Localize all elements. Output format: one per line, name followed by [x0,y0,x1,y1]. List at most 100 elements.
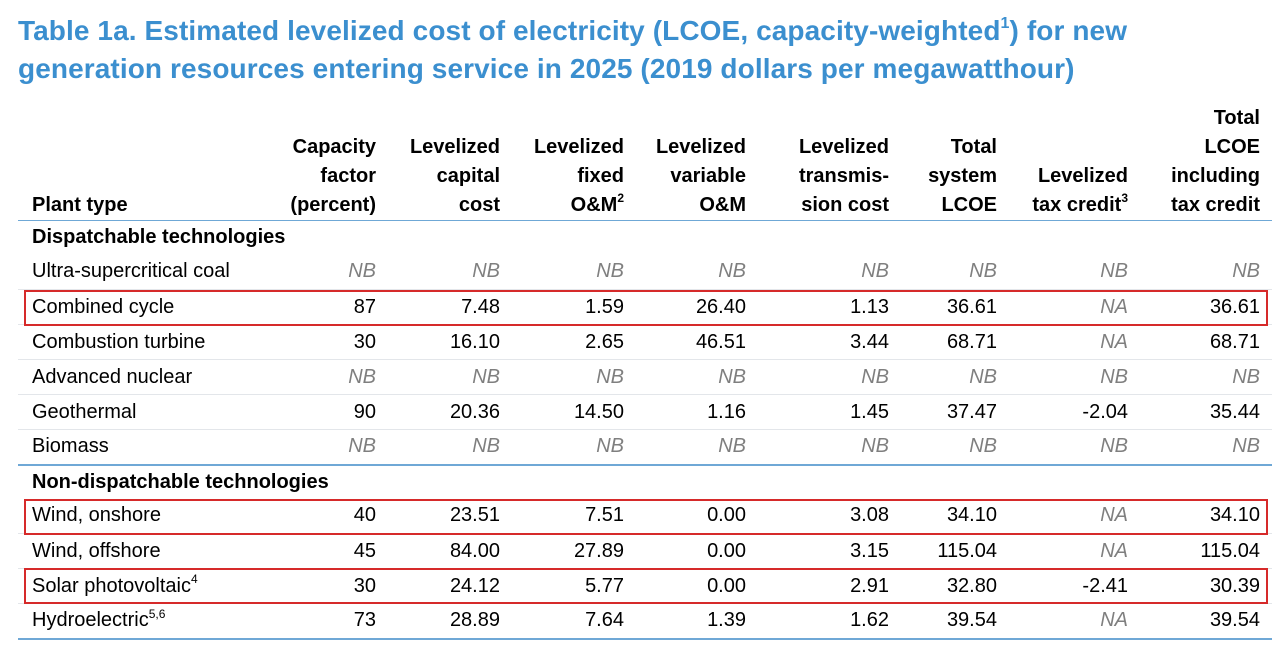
table-title: Table 1a. Estimated levelized cost of el… [18,12,1218,88]
table-row: Geothermal 90 20.36 14.50 1.16 1.45 37.47 -2.04… [18,394,1272,430]
plant-type-cell: Solar photovoltaic4 [18,568,272,604]
capacity-factor-cell: 45 [272,533,388,569]
capital-cost-cell: NB [388,429,512,465]
header-capital-cost: Levelized capital cost [388,104,512,221]
total-lcoe-incl-credit-cell: 35.44 [1140,394,1272,430]
section-dispatchable: Dispatchable technologies [18,221,1272,255]
plant-type-cell: Combustion turbine [18,324,272,360]
capital-cost-cell: 24.12 [388,568,512,604]
total-lcoe-incl-credit-cell: 68.71 [1140,324,1272,360]
total-system-lcoe-cell: 32.80 [901,568,1009,604]
total-lcoe-incl-credit-cell: 39.54 [1140,603,1272,640]
transmission-cost-cell: NB [758,429,901,465]
fixed-om-cell: 5.77 [512,568,636,604]
total-system-lcoe-cell: NB [901,429,1009,465]
plant-type-cell: Advanced nuclear [18,359,272,395]
capital-cost-cell: 28.89 [388,603,512,640]
transmission-cost-cell: NB [758,359,901,395]
table-row: Advanced nuclear NB NB NB NB NB NB NB NB [18,359,1272,395]
plant-type-cell: Hydroelectric5,6 [18,603,272,640]
capacity-factor-cell: 40 [272,498,388,534]
header-total-lcoe-incl-credit: Total LCOE including tax credit [1140,104,1272,221]
fixed-om-cell: 1.59 [512,289,636,325]
capacity-factor-cell: NB [272,254,388,290]
plant-type-cell: Combined cycle [18,289,272,325]
fixed-om-cell: 14.50 [512,394,636,430]
transmission-cost-cell: 3.08 [758,498,901,534]
tax-credit-cell: NA [1009,289,1140,325]
total-system-lcoe-cell: NB [901,359,1009,395]
total-system-lcoe-cell: 39.54 [901,603,1009,640]
lcoe-table: Plant type Capacity factor (percent) Lev… [18,104,1272,640]
plant-type-cell: Geothermal [18,394,272,430]
title-line2: generation resources entering service in… [18,53,1075,84]
total-system-lcoe-cell: 68.71 [901,324,1009,360]
fixed-om-cell: 7.51 [512,498,636,534]
variable-om-cell: 1.39 [636,603,758,640]
variable-om-cell: 46.51 [636,324,758,360]
header-variable-om: Levelized variable O&M [636,104,758,221]
table-row: Hydroelectric5,6 73 28.89 7.64 1.39 1.62 39.54… [18,603,1272,640]
capacity-factor-cell: 87 [272,289,388,325]
capacity-factor-cell: NB [272,359,388,395]
capital-cost-cell: NB [388,254,512,290]
table-row: Biomass NB NB NB NB NB NB NB NB [18,429,1272,465]
variable-om-cell: 0.00 [636,498,758,534]
variable-om-cell: 0.00 [636,568,758,604]
total-system-lcoe-cell: 37.47 [901,394,1009,430]
header-total-system-lcoe: Total system LCOE [901,104,1009,221]
total-system-lcoe-cell: 34.10 [901,498,1009,534]
capital-cost-cell: 16.10 [388,324,512,360]
header-row: Plant type Capacity factor (percent) Lev… [18,104,1272,221]
total-system-lcoe-cell: NB [901,254,1009,290]
section-non-dispatchable: Non-dispatchable technologies [18,463,1272,499]
transmission-cost-cell: 1.45 [758,394,901,430]
capital-cost-cell: 23.51 [388,498,512,534]
total-lcoe-incl-credit-cell: NB [1140,359,1272,395]
tax-credit-cell: NB [1009,429,1140,465]
table-row: Ultra-supercritical coal NB NB NB NB NB NB NB NB [18,254,1272,290]
tax-credit-cell: NA [1009,498,1140,534]
transmission-cost-cell: 2.91 [758,568,901,604]
transmission-cost-cell: NB [758,254,901,290]
variable-om-cell: 26.40 [636,289,758,325]
plant-type-cell: Wind, offshore [18,533,272,569]
tax-credit-cell: NB [1009,359,1140,395]
plant-type-cell: Biomass [18,429,272,465]
total-system-lcoe-cell: 36.61 [901,289,1009,325]
fixed-om-cell: 7.64 [512,603,636,640]
tax-credit-cell: NA [1009,324,1140,360]
capacity-factor-cell: 30 [272,324,388,360]
section-label: Dispatchable technologies [32,226,286,249]
total-lcoe-incl-credit-cell: NB [1140,429,1272,465]
plant-type-cell: Ultra-supercritical coal [18,254,272,290]
capacity-factor-cell: NB [272,429,388,465]
capacity-factor-cell: 30 [272,568,388,604]
fixed-om-cell: NB [512,429,636,465]
table-row: Wind, offshore 45 84.00 27.89 0.00 3.15 115.04… [18,533,1272,569]
capital-cost-cell: 7.48 [388,289,512,325]
fixed-om-cell: 2.65 [512,324,636,360]
variable-om-cell: 0.00 [636,533,758,569]
variable-om-cell: NB [636,429,758,465]
header-tax-credit: Levelized tax credit3 [1009,104,1140,221]
capital-cost-cell: 84.00 [388,533,512,569]
title-line1: Table 1a. Estimated levelized cost of el… [18,14,1128,46]
header-fixed-om: Levelized fixed O&M2 [512,104,636,221]
total-lcoe-incl-credit-cell: 30.39 [1140,568,1272,604]
fixed-om-cell: NB [512,359,636,395]
tax-credit-cell: NA [1009,533,1140,569]
table-row: Wind, onshore 40 23.51 7.51 0.00 3.08 34.10 NA 3… [18,498,1272,534]
capital-cost-cell: 20.36 [388,394,512,430]
table-row: Combustion turbine 30 16.10 2.65 46.51 3.44 68… [18,324,1272,360]
total-lcoe-incl-credit-cell: 36.61 [1140,289,1272,325]
transmission-cost-cell: 1.62 [758,603,901,640]
total-lcoe-incl-credit-cell: 34.10 [1140,498,1272,534]
tax-credit-cell: -2.41 [1009,568,1140,604]
section-label: Non-dispatchable technologies [18,463,1272,499]
table-row: Solar photovoltaic4 30 24.12 5.77 0.00 2.91 32… [18,568,1272,604]
transmission-cost-cell: 3.44 [758,324,901,360]
table-row: Combined cycle 87 7.48 1.59 26.40 1.13 36.61 NA… [18,289,1272,325]
total-lcoe-incl-credit-cell: 115.04 [1140,533,1272,569]
header-transmission-cost: Levelized transmis- sion cost [758,104,901,221]
